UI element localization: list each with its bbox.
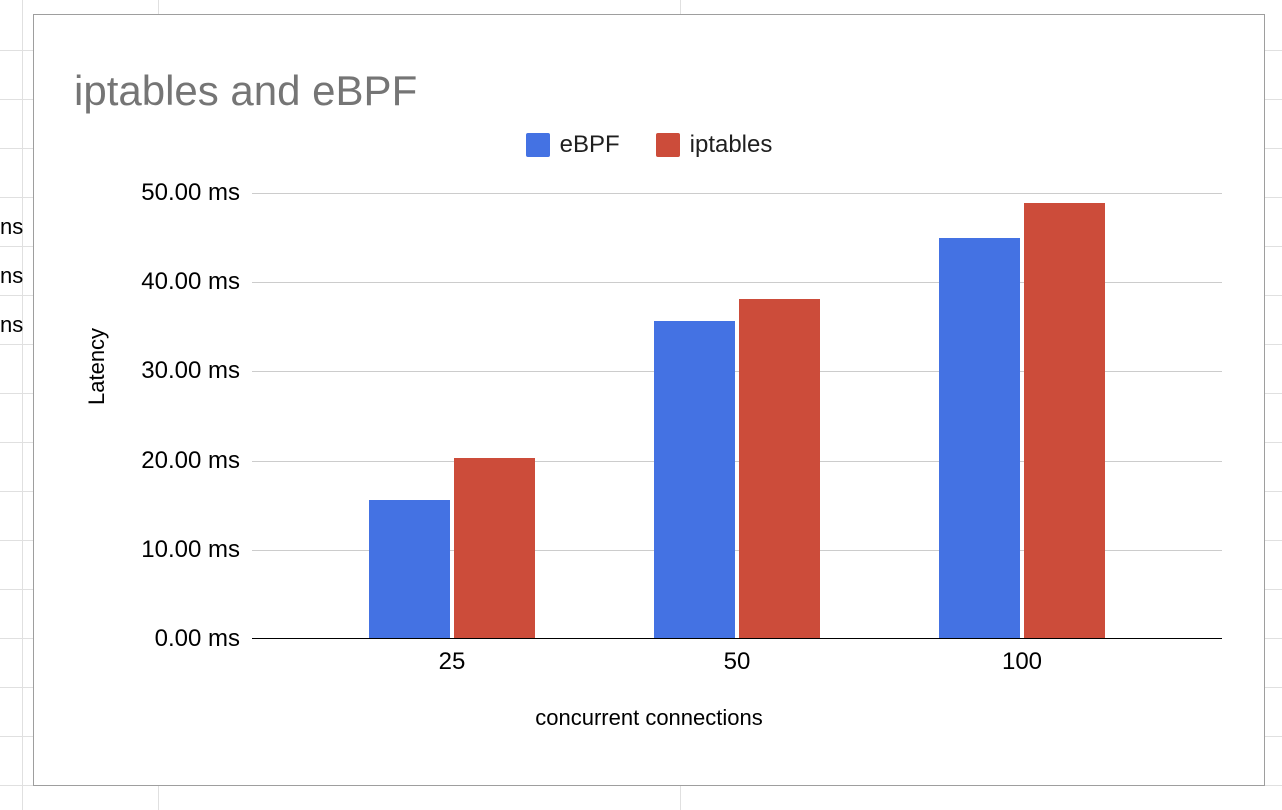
- sheet-cell-fragment: ns: [0, 312, 23, 338]
- legend-swatch: [656, 133, 680, 157]
- legend-item: iptables: [656, 131, 773, 159]
- x-axis-title: concurrent connections: [34, 705, 1264, 731]
- legend-label: eBPF: [560, 131, 620, 159]
- sheet-cell-fragment: ns: [0, 263, 23, 289]
- y-tick-label: 50.00 ms: [141, 179, 240, 207]
- bar: [1024, 203, 1105, 638]
- y-tick-label: 30.00 ms: [141, 357, 240, 385]
- chart-window: iptables and eBPF eBPFiptables 0.00 ms10…: [33, 14, 1265, 786]
- y-tick-label: 10.00 ms: [141, 536, 240, 564]
- legend-swatch: [526, 133, 550, 157]
- sheet-cell-fragment: ns: [0, 214, 23, 240]
- x-tick-label: 100: [1002, 648, 1042, 676]
- bar: [739, 299, 820, 638]
- legend: eBPF iptables: [34, 131, 1264, 159]
- bar: [654, 321, 735, 638]
- y-axis-title: Latency: [84, 328, 110, 405]
- legend-item: eBPF: [526, 131, 620, 159]
- bar: [939, 238, 1020, 638]
- x-tick-label: 25: [439, 648, 466, 676]
- legend-label: iptables: [690, 131, 773, 159]
- gridline: [252, 193, 1222, 194]
- bar: [369, 500, 450, 638]
- y-tick-label: 40.00 ms: [141, 268, 240, 296]
- y-tick-label: 0.00 ms: [155, 625, 240, 653]
- x-tick-label: 50: [724, 648, 751, 676]
- bar: [454, 458, 535, 638]
- chart-title: iptables and eBPF: [74, 67, 417, 115]
- y-tick-label: 20.00 ms: [141, 447, 240, 475]
- plot-area: 0.00 ms10.00 ms20.00 ms30.00 ms40.00 ms5…: [252, 193, 1222, 639]
